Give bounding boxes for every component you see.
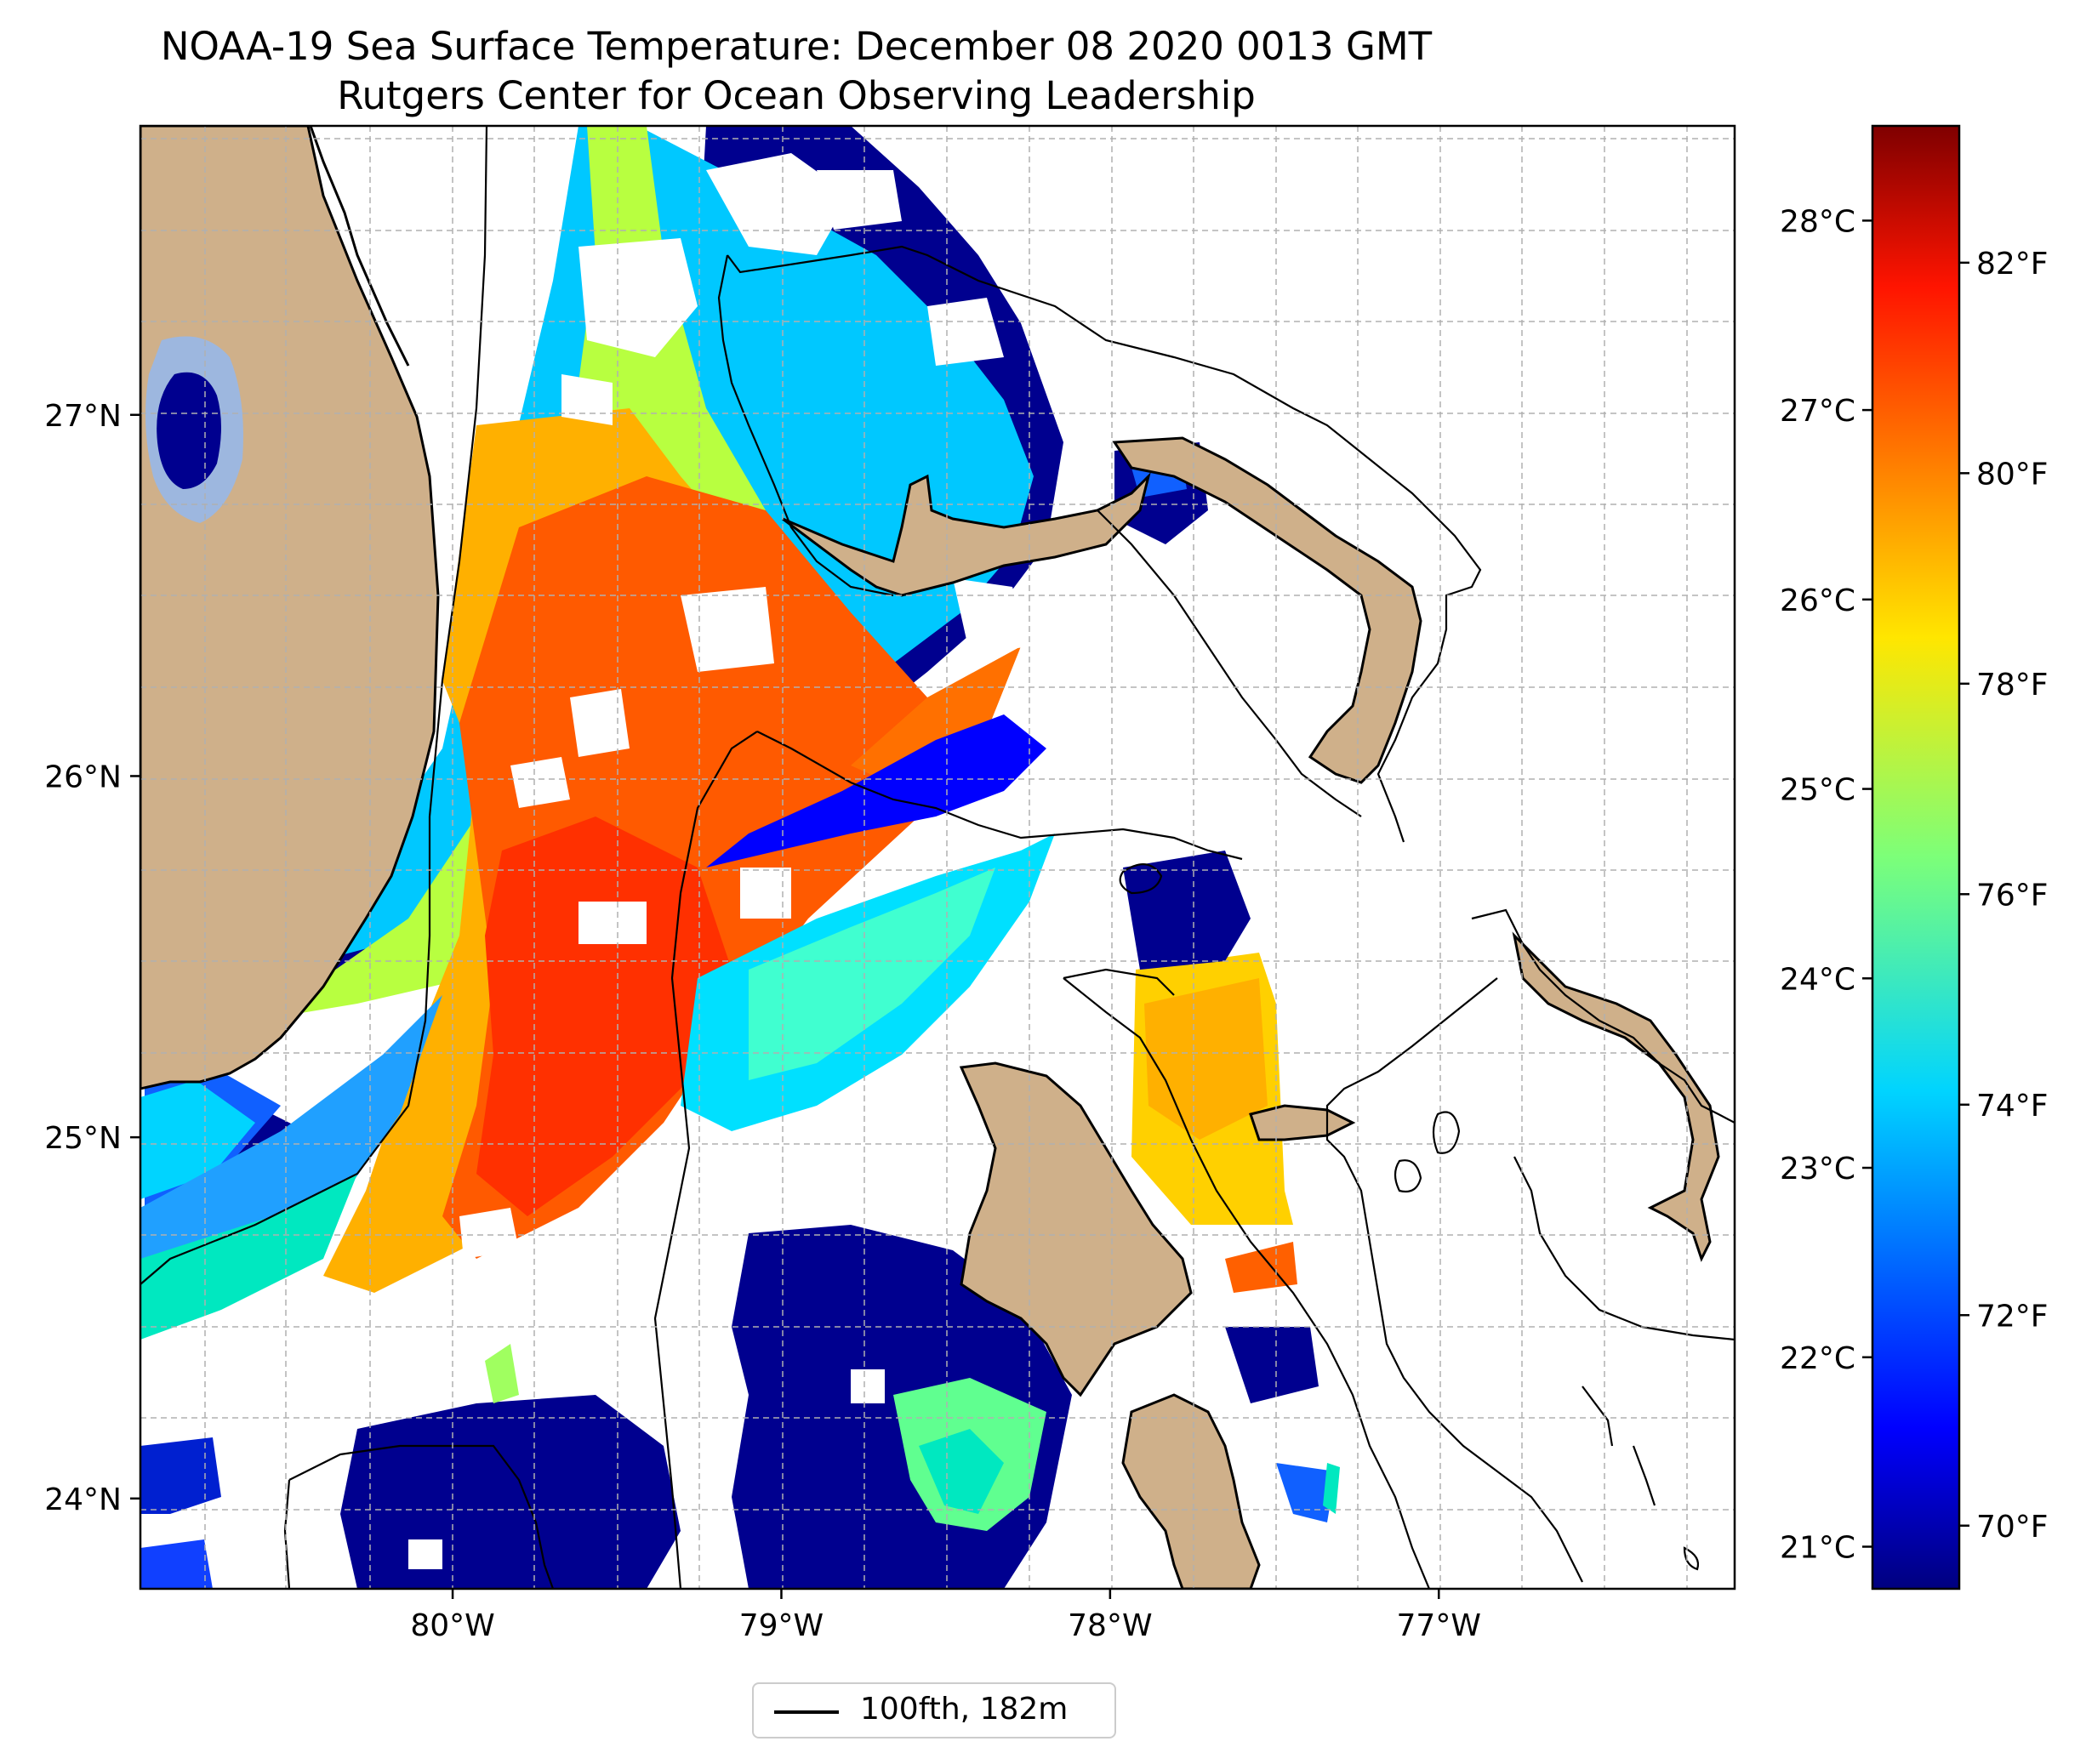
cb-f-tick-label-4: 78°F [1976, 668, 2049, 703]
map-title: NOAA-19 Sea Surface Temperature: Decembe… [0, 22, 1593, 121]
cb-c-tick-label-5: 26°C [1780, 583, 1855, 618]
cb-f-tick-label-1: 72°F [1976, 1299, 2049, 1334]
legend-line-swatch [774, 1710, 839, 1714]
cb-c-tick-label-4: 25°C [1780, 773, 1855, 808]
sst-field [140, 126, 1340, 1589]
cb-c-tick-label-2: 23°C [1780, 1152, 1855, 1186]
legend-label: 100fth, 182m [860, 1692, 1069, 1727]
legend: 100fth, 182m [752, 1682, 1116, 1738]
map-frame [139, 124, 1736, 1590]
cb-c-tick-label-3: 24°C [1780, 962, 1855, 997]
colorbar-fahrenheit-axis: 70°F 72°F 74°F 76°F 78°F 80°F 82°F [1959, 247, 2049, 1545]
latitude-axis: 24°N 25°N 26°N 27°N [44, 399, 140, 1517]
cb-f-tick-label-5: 80°F [1976, 457, 2049, 492]
cb-f-tick-label-0: 70°F [1976, 1510, 2049, 1545]
lat-tick-label-3: 27°N [44, 399, 122, 434]
map-area [140, 126, 1735, 1589]
cb-c-tick-label-0: 21°C [1780, 1531, 1855, 1566]
gridlines [140, 126, 1735, 1589]
lon-tick-label-0: 80°W [410, 1608, 494, 1643]
lat-tick-label-2: 26°N [44, 760, 122, 794]
cb-c-tick-label-6: 27°C [1780, 394, 1855, 429]
cb-c-tick-label-7: 28°C [1780, 204, 1855, 239]
cb-f-tick-label-2: 74°F [1976, 1089, 2049, 1124]
lon-tick-label-1: 79°W [739, 1608, 824, 1643]
colorbar [1871, 124, 1961, 1590]
lat-tick-label-0: 24°N [44, 1482, 122, 1517]
cb-f-tick-label-6: 82°F [1976, 247, 2049, 282]
longitude-axis: 80°W 79°W 78°W 77°W [410, 1589, 1481, 1643]
title-line-1: NOAA-19 Sea Surface Temperature: Decembe… [160, 24, 1433, 69]
cb-c-tick-label-1: 22°C [1780, 1341, 1855, 1376]
cb-f-tick-label-3: 76°F [1976, 878, 2049, 913]
lon-tick-label-2: 78°W [1068, 1608, 1152, 1643]
title-line-2: Rutgers Center for Ocean Observing Leade… [337, 73, 1256, 118]
lon-tick-label-3: 77°W [1397, 1608, 1481, 1643]
lat-tick-label-1: 25°N [44, 1121, 122, 1156]
colorbar-celsius-axis: 21°C 22°C 23°C 24°C 25°C 26°C 27°C 28°C [1780, 204, 1872, 1566]
